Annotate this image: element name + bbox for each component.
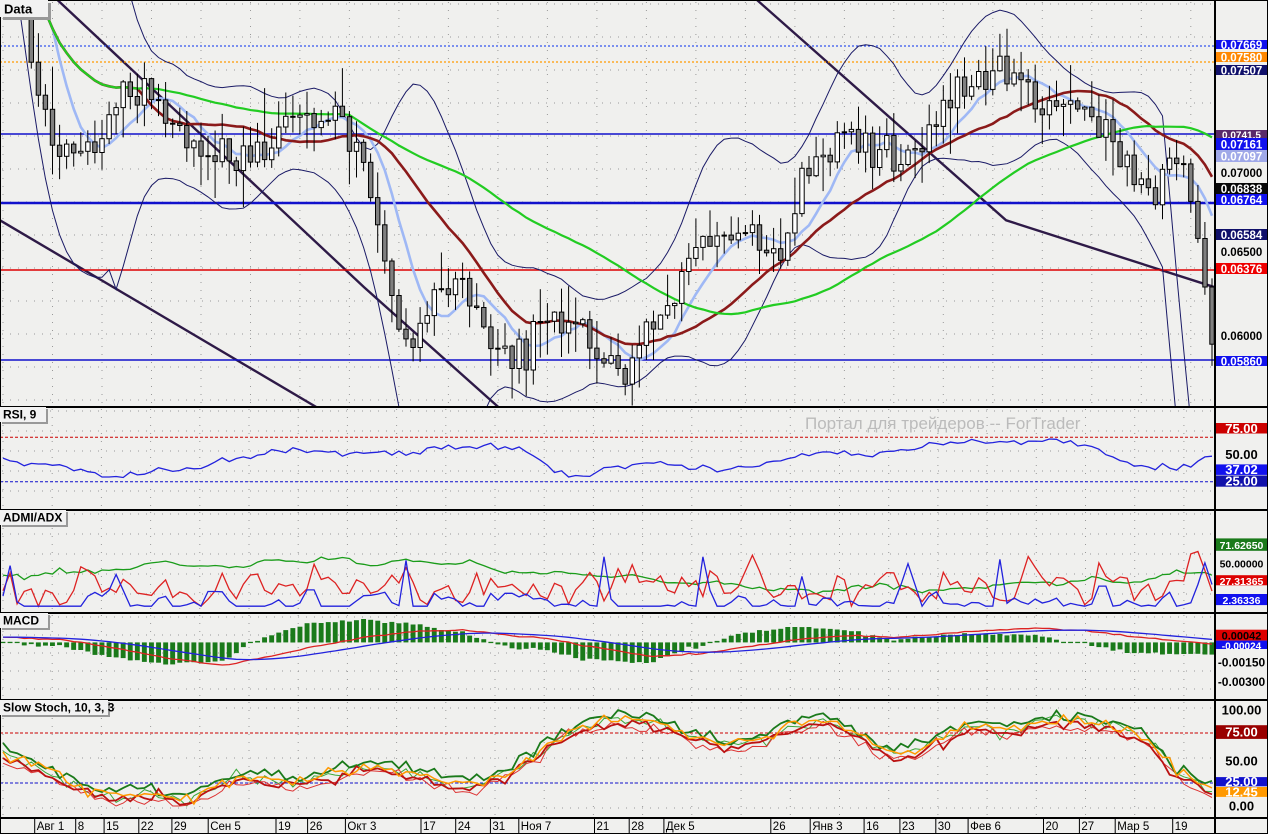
svg-text:Янв 3: Янв 3 [812, 821, 842, 833]
svg-text:2.36336: 2.36336 [1223, 595, 1261, 607]
svg-text:0.07097: 0.07097 [1221, 152, 1263, 164]
svg-text:0.06376: 0.06376 [1221, 264, 1263, 276]
svg-text:0.05860: 0.05860 [1221, 357, 1263, 369]
svg-text:RSI, 9: RSI, 9 [3, 408, 37, 422]
svg-text:Портал для трейдеров -- ForTra: Портал для трейдеров -- ForTrader [805, 414, 1081, 433]
svg-text:27.31365: 27.31365 [1220, 576, 1264, 588]
svg-text:29: 29 [174, 821, 187, 833]
svg-text:15: 15 [106, 821, 119, 833]
svg-text:26: 26 [310, 821, 323, 833]
svg-text:Дек 5: Дек 5 [666, 821, 695, 833]
svg-text:17: 17 [423, 821, 436, 833]
svg-text:50.00: 50.00 [1225, 753, 1258, 768]
svg-text:26: 26 [773, 821, 786, 833]
svg-text:0.00: 0.00 [1229, 798, 1254, 813]
svg-text:0.07161: 0.07161 [1221, 140, 1263, 152]
svg-text:100.00: 100.00 [1222, 702, 1262, 717]
svg-text:28: 28 [631, 821, 644, 833]
svg-text:Авг 1: Авг 1 [37, 821, 65, 833]
svg-text:21: 21 [597, 821, 610, 833]
svg-text:0.06000: 0.06000 [1221, 331, 1263, 343]
svg-text:75.00: 75.00 [1225, 421, 1258, 436]
svg-text:25.00: 25.00 [1225, 474, 1258, 489]
svg-text:0.07580: 0.07580 [1221, 53, 1263, 65]
svg-text:0.07669: 0.07669 [1221, 40, 1263, 52]
svg-text:Slow Stoch, 10, 3, 3: Slow Stoch, 10, 3, 3 [3, 701, 115, 715]
svg-text:16: 16 [866, 821, 879, 833]
svg-text:22: 22 [141, 821, 154, 833]
svg-text:Ноя 7: Ноя 7 [521, 821, 552, 833]
svg-text:24: 24 [458, 821, 471, 833]
svg-text:19: 19 [1175, 821, 1188, 833]
svg-text:Окт 3: Окт 3 [347, 821, 376, 833]
svg-text:Мар 5: Мар 5 [1117, 821, 1149, 833]
svg-text:30: 30 [938, 821, 951, 833]
svg-text:ADMI/ADX: ADMI/ADX [3, 511, 62, 525]
svg-text:0.06500: 0.06500 [1221, 247, 1263, 259]
svg-text:-0.00024: -0.00024 [1222, 641, 1262, 652]
svg-text:-0.00150: -0.00150 [1218, 656, 1266, 670]
svg-text:Data: Data [4, 2, 33, 17]
svg-text:20: 20 [1046, 821, 1059, 833]
svg-text:23: 23 [902, 821, 915, 833]
svg-text:12.45: 12.45 [1225, 784, 1258, 799]
svg-text:31: 31 [492, 821, 505, 833]
svg-text:75.00: 75.00 [1225, 725, 1258, 740]
svg-text:0.07000: 0.07000 [1221, 168, 1263, 180]
svg-text:50.00: 50.00 [1225, 447, 1258, 462]
svg-text:27: 27 [1081, 821, 1094, 833]
svg-text:MACD: MACD [3, 614, 39, 628]
svg-text:Сен 5: Сен 5 [210, 821, 241, 833]
svg-text:0.07507: 0.07507 [1221, 66, 1263, 78]
svg-text:0.06764: 0.06764 [1221, 195, 1263, 207]
svg-text:-0.00300: -0.00300 [1218, 675, 1266, 689]
svg-text:71.62650: 71.62650 [1220, 540, 1264, 552]
svg-text:19: 19 [278, 821, 291, 833]
svg-text:8: 8 [78, 821, 84, 833]
svg-text:50.00000: 50.00000 [1220, 559, 1264, 571]
svg-text:Фев 6: Фев 6 [970, 821, 1001, 833]
